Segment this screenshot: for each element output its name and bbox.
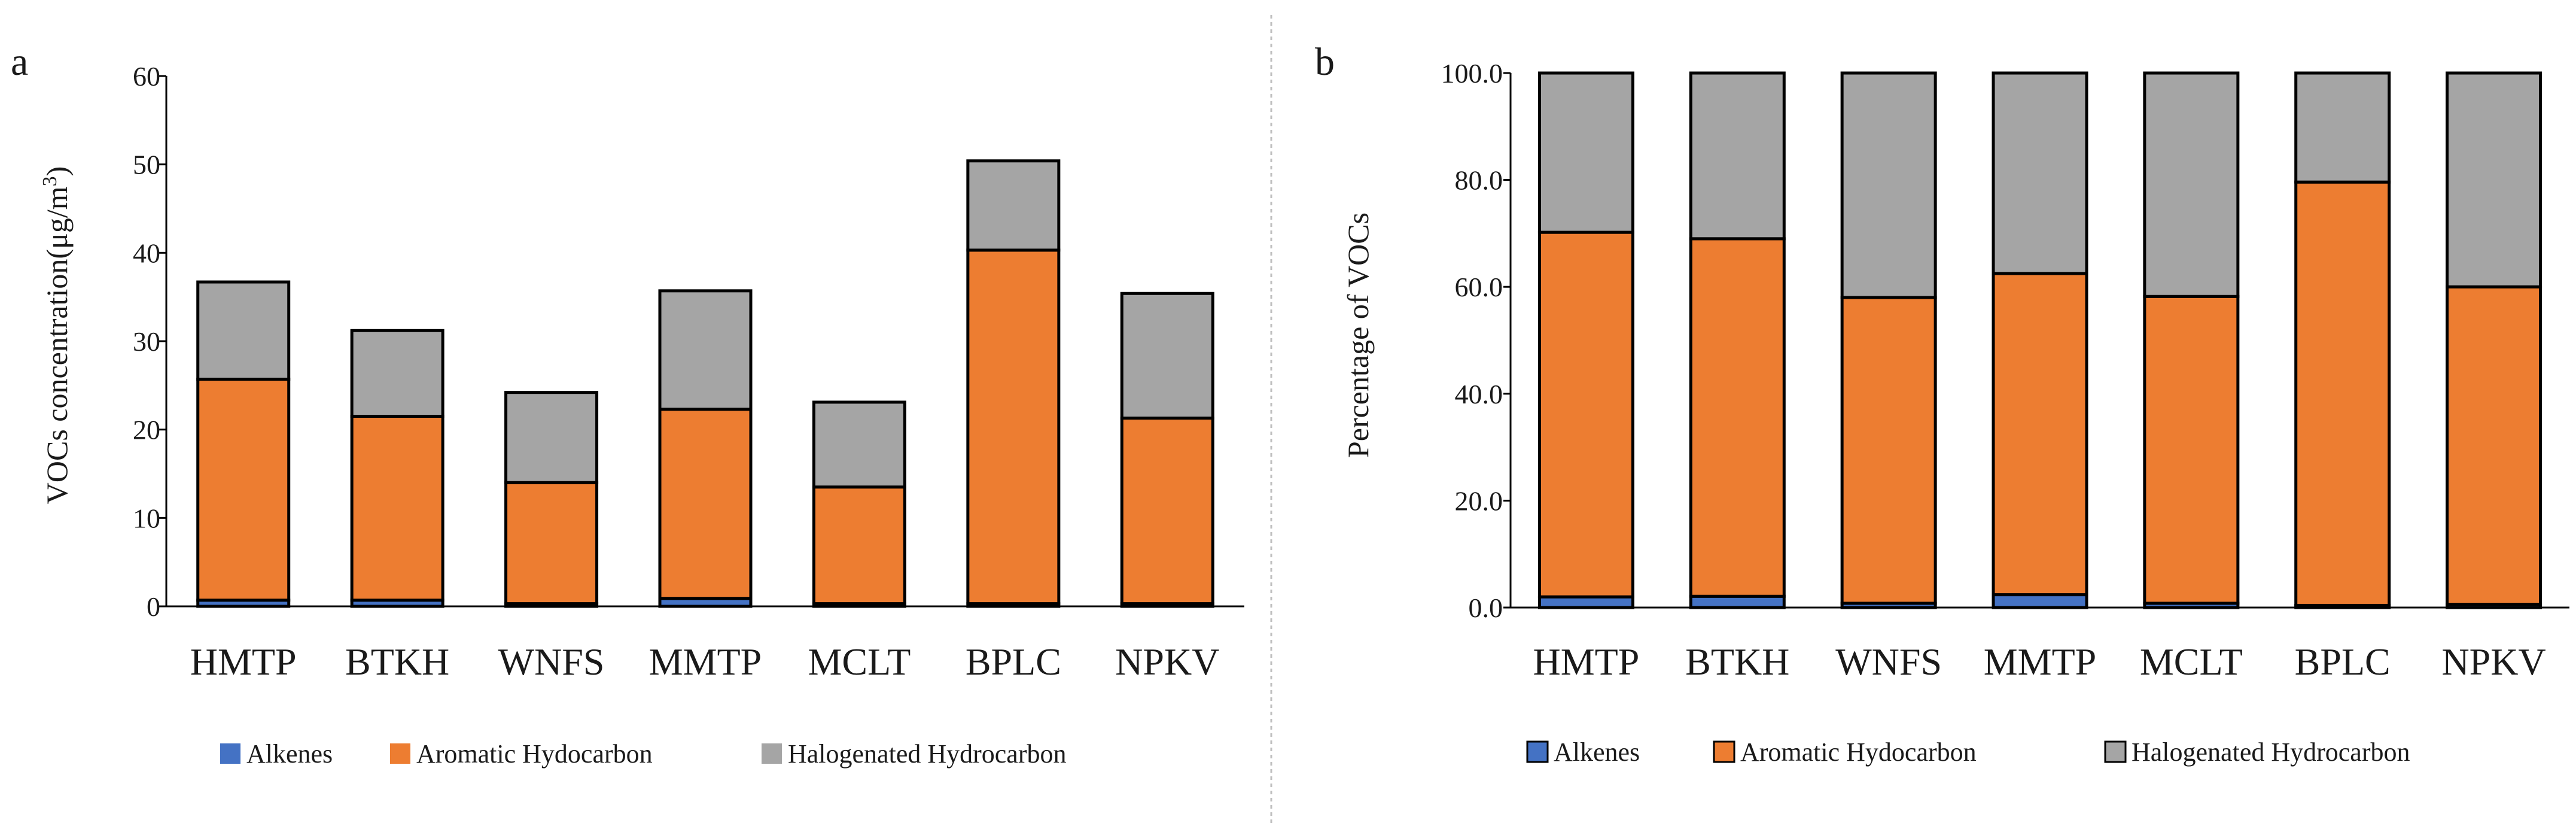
panel-b: b Percentage of VOCs 0.0 20.0 40.0 60.0 80.0… — [1315, 40, 2569, 767]
panel-a: a VOCs concentration(μg/m3) 0 10 20 30 40 50 6… — [11, 40, 1244, 769]
y-tick-label: 20.0 — [1455, 485, 1503, 516]
legend-swatch-halogenated — [762, 743, 782, 764]
x-tick-label-hmtp: HMTP — [1533, 640, 1640, 683]
x-tick-label-bplc: BPLC — [966, 640, 1061, 683]
panel-a-legend: Alkenes Aromatic Hydocarbon Halogenated Hy… — [220, 739, 1066, 769]
panel-b-label: b — [1315, 40, 1335, 84]
bar-segment-alkenes-mmtp — [1992, 593, 2088, 609]
x-tick-label-mclt: MCLT — [2140, 640, 2243, 683]
panel-b-x-ticks: HMTP BTKH WNFS MMTP MCLT BPLC NPKV — [1533, 640, 2546, 683]
legend-label-halogenated: Halogenated Hydrocarbon — [788, 739, 1066, 769]
bar-segment-aromatic-btkh — [350, 415, 444, 602]
panel-a-x-ticks: HMTP BTKH WNFS MMTP MCLT BPLC NPKV — [190, 640, 1220, 683]
x-tick-label-btkh: BTKH — [1685, 640, 1789, 683]
panel-a-label: a — [11, 40, 28, 84]
panel-a-y-ticks: 0 10 20 30 40 50 60 — [133, 61, 166, 622]
panel-b-y-axis-title: Percentage of VOCs — [1341, 212, 1375, 458]
y-tick-label: 50 — [133, 150, 160, 180]
bar-segment-halogenated-npkv — [1120, 291, 1214, 420]
bar-segment-alkenes-hmtp — [1537, 595, 1634, 609]
bar-segment-aromatic-mclt — [812, 485, 906, 606]
x-tick-label-wnfs: WNFS — [1835, 640, 1942, 683]
legend-swatch-halogenated — [2104, 740, 2127, 763]
bar-segment-halogenated-mclt — [2143, 71, 2240, 298]
y-tick-label: 20 — [133, 415, 160, 445]
x-tick-label-hmtp: HMTP — [190, 640, 297, 683]
legend-label-alkenes: Alkenes — [246, 739, 333, 769]
x-tick-label-mmtp: MMTP — [649, 640, 762, 683]
bar-segment-aromatic-mmtp — [1992, 272, 2088, 597]
bar-segment-halogenated-bplc — [2294, 71, 2391, 184]
bar-segment-halogenated-mclt — [812, 400, 906, 489]
bar-segment-aromatic-wnfs — [1840, 296, 1937, 605]
x-tick-label-bplc: BPLC — [2295, 640, 2391, 683]
y-tick-label: 30 — [133, 326, 160, 357]
bar-segment-aromatic-bplc — [966, 248, 1061, 606]
bar-segment-halogenated-btkh — [1689, 71, 1786, 241]
legend-swatch-aromatic — [1713, 740, 1735, 763]
bar-segment-halogenated-mmtp — [1992, 71, 2088, 275]
y-tick-label: 0 — [147, 591, 160, 622]
bar-segment-halogenated-wnfs — [504, 391, 599, 484]
panel-b-axes — [1509, 73, 2569, 609]
bar-segment-aromatic-npkv — [1120, 416, 1214, 606]
legend-label-alkenes: Alkenes — [1554, 737, 1640, 767]
legend-label-aromatic: Aromatic Hydocarbon — [1740, 737, 1977, 767]
y-tick-label: 10 — [133, 503, 160, 533]
x-tick-label-mclt: MCLT — [808, 640, 911, 683]
y-tick-label: 0.0 — [1469, 593, 1503, 623]
panel-a-bars — [196, 159, 1214, 608]
y-tick-label: 40 — [133, 238, 160, 268]
bar-segment-aromatic-bplc — [2294, 180, 2391, 607]
bar-segment-alkenes-btkh — [1689, 594, 1786, 609]
bar-segment-halogenated-npkv — [2446, 71, 2542, 289]
bar-segment-aromatic-hmtp — [1537, 230, 1634, 599]
bar-segment-aromatic-wnfs — [504, 481, 599, 606]
legend-label-halogenated: Halogenated Hydrocarbon — [2132, 737, 2410, 767]
bar-segment-aromatic-btkh — [1689, 237, 1786, 598]
legend-label-aromatic: Aromatic Hydocarbon — [416, 739, 653, 769]
x-tick-label-mmtp: MMTP — [1984, 640, 2097, 683]
legend-swatch-alkenes — [1526, 740, 1549, 763]
x-tick-label-wnfs: WNFS — [498, 640, 605, 683]
y-tick-label: 60.0 — [1455, 272, 1503, 302]
panel-b-bars — [1537, 71, 2542, 609]
bar-segment-halogenated-bplc — [966, 159, 1061, 252]
bar-segment-halogenated-btkh — [350, 329, 444, 418]
bar-segment-halogenated-hmtp — [1537, 71, 1634, 234]
x-tick-label-npkv: NPKV — [2441, 640, 2545, 683]
y-tick-label: 60 — [133, 61, 160, 92]
bar-segment-aromatic-mmtp — [658, 408, 753, 600]
legend-swatch-alkenes — [220, 743, 240, 764]
y-tick-label: 40.0 — [1455, 379, 1503, 409]
bar-segment-halogenated-hmtp — [196, 280, 291, 381]
x-tick-label-npkv: NPKV — [1115, 640, 1219, 683]
x-tick-label-btkh: BTKH — [345, 640, 449, 683]
panel-a-y-axis-title: VOCs concentration(μg/m3) — [39, 166, 74, 505]
bar-segment-aromatic-mclt — [2143, 294, 2240, 605]
bar-segment-aromatic-hmtp — [196, 377, 291, 602]
y-tick-label: 80.0 — [1455, 165, 1503, 196]
panel-b-legend: Alkenes Aromatic Hydocarbon Halogenated Hy… — [1526, 737, 2410, 767]
bar-segment-halogenated-wnfs — [1840, 71, 1937, 299]
panel-b-y-ticks: 0.0 20.0 40.0 60.0 80.0 100.0 — [1441, 58, 1511, 623]
bar-segment-halogenated-mmtp — [658, 289, 753, 411]
bar-segment-aromatic-npkv — [2446, 285, 2542, 606]
y-tick-label: 100.0 — [1441, 58, 1503, 89]
legend-swatch-aromatic — [390, 743, 410, 764]
